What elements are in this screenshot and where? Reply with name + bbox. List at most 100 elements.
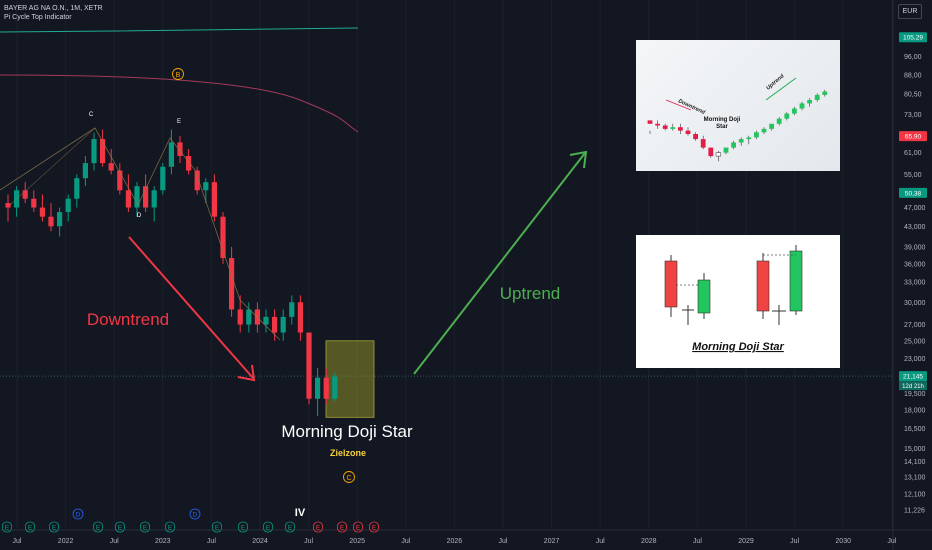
card-candle-body: [784, 113, 790, 119]
candle-body: [203, 182, 209, 191]
price-tick-label: 18,000: [904, 408, 926, 415]
event-label: E: [96, 525, 101, 532]
card-candle-body: [807, 100, 812, 104]
event-label: E: [168, 525, 173, 532]
time-tick-label: 2028: [641, 538, 657, 545]
price-tick-label: 80,50: [904, 91, 922, 98]
candle: [177, 135, 183, 164]
candle: [332, 372, 338, 401]
time-tick-label: 2029: [738, 538, 754, 545]
card-candle-body: [700, 139, 706, 148]
wave-zigzag: [0, 127, 281, 341]
card-candle-body: [822, 91, 828, 95]
price-tag-label: 50,38: [905, 190, 922, 197]
price-tick-label: 30,000: [904, 300, 926, 307]
time-tick-label: Jul: [207, 538, 216, 545]
earnings-marker: [25, 521, 35, 533]
downtrend-arrow: [128, 236, 254, 379]
time-tick-label: Jul: [887, 538, 896, 545]
card-candle-body: [776, 118, 782, 124]
downtrend-arrowhead: [237, 364, 256, 382]
candle-body: [194, 170, 200, 191]
time-tick-label: Jul: [13, 538, 22, 545]
candle-body: [39, 207, 45, 217]
event-label: E: [316, 525, 321, 532]
candle: [272, 309, 278, 341]
card-candle-body: [708, 147, 714, 157]
candle-body: [315, 377, 321, 399]
pattern-example-card: Downtrend Uptrend Morning Doji Star: [636, 40, 840, 171]
wave-circle-c: [343, 471, 355, 483]
price-tick-label: 15,000: [904, 446, 926, 453]
price-tick-label: 12,100: [904, 492, 926, 499]
candle-body: [297, 302, 303, 333]
price-tick-label: 55,00: [904, 172, 922, 179]
candle-body: [160, 166, 166, 191]
candle: [237, 295, 243, 333]
candle: [74, 174, 80, 208]
candle-body: [143, 186, 149, 208]
earnings-marker: [337, 521, 347, 533]
indicator-name[interactable]: Pi Cycle Top Indicator: [4, 14, 72, 21]
price-tag-label: 105,29: [903, 35, 923, 42]
countdown-tag: [899, 381, 927, 391]
earnings-marker: [2, 521, 12, 533]
countdown-label: 12d 21h: [902, 384, 924, 390]
candle-body: [186, 155, 192, 171]
event-label: E: [356, 525, 361, 532]
price-tick-label: 47,000: [904, 205, 926, 212]
earnings-marker: [115, 521, 125, 533]
candle-body: [48, 216, 54, 227]
candle-body: [211, 182, 217, 217]
candle: [151, 186, 157, 222]
wave-label-e: E: [177, 119, 181, 125]
candle: [108, 149, 114, 175]
time-tick-label: Jul: [596, 538, 605, 545]
candle-body: [5, 203, 11, 208]
candle: [160, 163, 166, 195]
ma-line-green: [0, 27, 359, 33]
event-label: E: [143, 525, 148, 532]
candle-body: [100, 139, 106, 164]
currency-button[interactable]: EUR: [898, 4, 922, 19]
price-tick-label: 23,000: [904, 356, 926, 363]
candle: [289, 295, 295, 325]
candle: [39, 194, 45, 222]
candle-body: [82, 163, 88, 179]
candle-body: [246, 309, 252, 325]
candle-body: [177, 142, 183, 156]
candle-body: [117, 170, 123, 191]
wave-label-c-circle: C: [346, 475, 351, 482]
pattern-diagram-card: Morning Doji Star: [636, 235, 840, 368]
price-tag: [899, 131, 927, 142]
card-uptrend-arrow: [765, 77, 797, 101]
pattern-label: Morning Doji Star: [281, 422, 413, 441]
time-tick-label: Jul: [499, 538, 508, 545]
event-label: E: [215, 525, 220, 532]
earnings-marker: [353, 521, 363, 533]
candle: [134, 182, 140, 217]
candle: [14, 186, 20, 217]
candle: [211, 174, 217, 222]
candle: [246, 302, 252, 333]
card-candle-body: [746, 137, 752, 140]
price-tick-label: 25,000: [904, 338, 926, 345]
price-tick-label: 27,000: [904, 322, 926, 329]
diagram-candle-body: [756, 260, 770, 312]
candle: [48, 203, 54, 232]
wave-label-c: C: [89, 112, 94, 118]
candle: [31, 190, 37, 213]
downtrend-label: Downtrend: [87, 310, 169, 329]
event-label: E: [288, 525, 293, 532]
candle: [65, 194, 71, 222]
card-candle-body: [761, 128, 767, 133]
candle: [100, 129, 106, 167]
candle-body: [280, 316, 286, 333]
card-candle-body: [647, 120, 653, 124]
time-tick-label: 2023: [155, 538, 171, 545]
wave-label-iv: IV: [295, 507, 306, 519]
event-label: E: [5, 525, 10, 532]
card-downtrend-arrow: [665, 99, 692, 111]
card-candle-body: [814, 94, 820, 100]
